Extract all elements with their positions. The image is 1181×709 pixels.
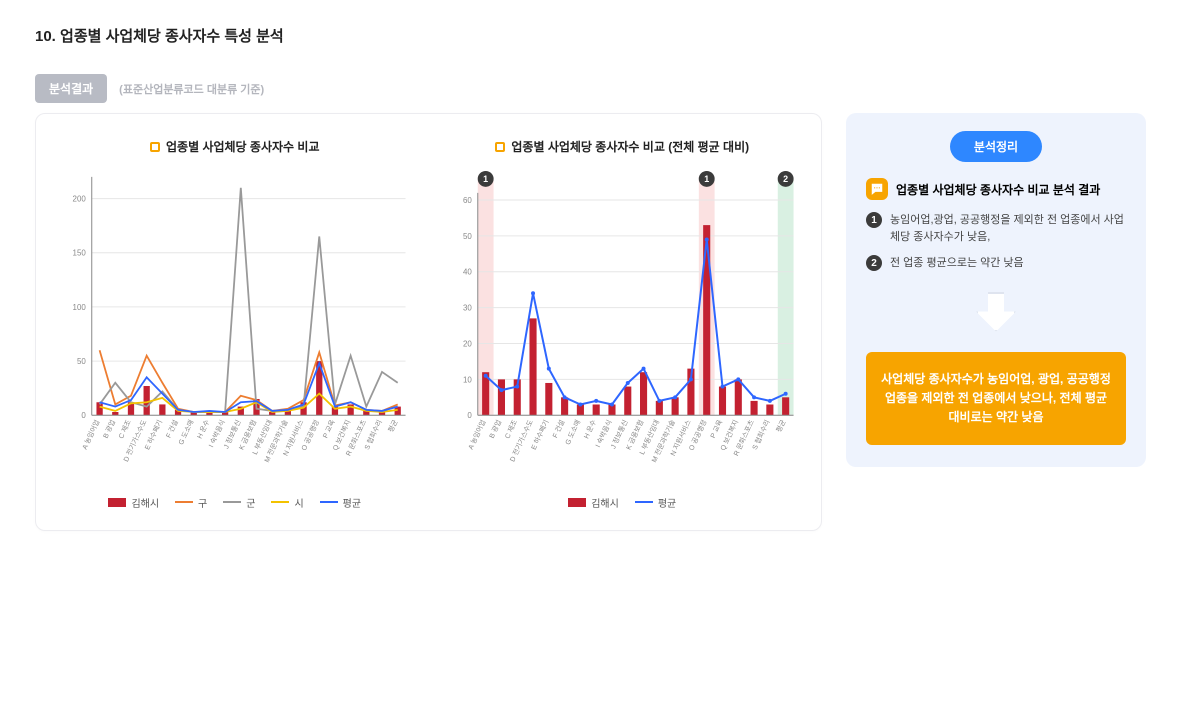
conclusion-box: 사업체당 종사자수가 농임어업, 광업, 공공행정업종을 제외한 전 업종에서 … (866, 352, 1126, 446)
svg-text:200: 200 (73, 195, 87, 204)
svg-text:B 광업: B 광업 (487, 419, 502, 440)
svg-text:H 운수: H 운수 (196, 418, 212, 440)
summary-points: 1 농임어업,광업, 공공행정을 제외한 전 업종에서 사업체당 종사자수가 낮음… (866, 212, 1126, 272)
svg-text:50: 50 (462, 232, 471, 241)
legend2-gimhae: 김해시 (568, 495, 619, 510)
svg-text:C 제조: C 제조 (117, 418, 133, 440)
chart2-title: 업종별 사업체당 종사자수 비교 (전체 평균 대비) (495, 138, 749, 155)
chart1-legend: 김해시 구 군 시 평균 (108, 495, 361, 510)
summary-card: 분석정리 업종별 사업체당 종사자수 비교 분석 결과 1 농임어업,광업, 공공… (846, 113, 1146, 467)
svg-text:A 농임어업: A 농임어업 (80, 418, 102, 451)
legend-gimhae: 김해시 (108, 495, 159, 510)
summary-point: 1 농임어업,광업, 공공행정을 제외한 전 업종에서 사업체당 종사자수가 낮음… (866, 212, 1126, 245)
svg-text:0: 0 (467, 411, 472, 420)
main-row: 업종별 사업체당 종사자수 비교 050100150200A 농임어업B 광업C… (35, 113, 1146, 531)
bullet-icon (495, 142, 505, 152)
chart-card: 업종별 사업체당 종사자수 비교 050100150200A 농임어업B 광업C… (35, 113, 822, 531)
chart1-title: 업종별 사업체당 종사자수 비교 (150, 138, 320, 155)
legend2-avg: 평균 (635, 495, 676, 510)
svg-text:0: 0 (81, 411, 86, 420)
result-badge: 분석결과 (35, 74, 107, 103)
summary-badge: 분석정리 (950, 131, 1042, 162)
svg-text:30: 30 (462, 304, 471, 313)
svg-text:2: 2 (783, 174, 788, 184)
legend-gu: 구 (175, 495, 207, 510)
chart2-legend: 김해시 평균 (568, 495, 676, 510)
num-circle: 2 (866, 255, 882, 271)
svg-text:H 운수: H 운수 (582, 418, 598, 440)
svg-text:P 교육: P 교육 (321, 418, 337, 439)
svg-text:1: 1 (704, 174, 709, 184)
chart2-title-text: 업종별 사업체당 종사자수 비교 (전체 평균 대비) (511, 138, 749, 155)
svg-text:평균: 평균 (386, 418, 400, 434)
svg-text:A 농임어업: A 농임어업 (465, 418, 487, 451)
svg-text:60: 60 (462, 196, 471, 205)
summary-point-text: 전 업종 평균으로는 약간 낮음 (890, 255, 1024, 272)
summary-heading-text: 업종별 사업체당 종사자수 비교 분석 결과 (896, 181, 1100, 198)
legend-avg: 평균 (320, 495, 361, 510)
legend-si: 시 (271, 495, 303, 510)
arrow-down-icon (976, 292, 1016, 332)
svg-text:G 도소매: G 도소매 (563, 419, 581, 446)
svg-text:B 광업: B 광업 (102, 419, 117, 440)
chart1-svg: 050100150200A 농임어업B 광업C 제조D 전기가스수도E 하수폐기… (56, 167, 414, 485)
svg-text:F 건설: F 건설 (550, 418, 566, 439)
chart2-box: 업종별 사업체당 종사자수 비교 (전체 평균 대비) 112010203040… (444, 138, 802, 510)
chart1-box: 업종별 사업체당 종사자수 비교 0 50 100 150 200 A 농임어업B 광업C… (56, 138, 414, 510)
svg-text:P 교육: P 교육 (708, 418, 724, 439)
svg-text:10: 10 (462, 375, 471, 384)
chat-icon (866, 178, 888, 200)
page-title: 10. 업종별 사업체당 종사자수 특성 분석 (35, 25, 1146, 46)
svg-text:50: 50 (77, 357, 86, 366)
svg-text:C 제조: C 제조 (503, 418, 519, 440)
chart2-svg: 1120102030405060A 농임어업B 광업C 제조D 전기가스수도E … (444, 167, 802, 485)
sub-note: (표준산업분류코드 대분류 기준) (119, 81, 264, 97)
bullet-icon (150, 142, 160, 152)
svg-text:1: 1 (483, 174, 488, 184)
svg-text:F 건설: F 건설 (164, 418, 180, 439)
chart1-title-text: 업종별 사업체당 종사자수 비교 (166, 138, 320, 155)
svg-text:20: 20 (462, 339, 471, 348)
svg-text:G 도소매: G 도소매 (177, 419, 195, 446)
legend-gun: 군 (223, 495, 255, 510)
svg-text:100: 100 (73, 303, 87, 312)
svg-text:40: 40 (462, 268, 471, 277)
svg-text:150: 150 (73, 249, 87, 258)
num-circle: 1 (866, 212, 882, 228)
summary-heading: 업종별 사업체당 종사자수 비교 분석 결과 (866, 178, 1126, 200)
summary-point-text: 농임어업,광업, 공공행정을 제외한 전 업종에서 사업체당 종사자수가 낮음, (890, 212, 1126, 245)
summary-point: 2 전 업종 평균으로는 약간 낮음 (866, 255, 1126, 272)
svg-text:평균: 평균 (773, 418, 787, 434)
sub-header: 분석결과 (표준산업분류코드 대분류 기준) (35, 74, 1146, 103)
